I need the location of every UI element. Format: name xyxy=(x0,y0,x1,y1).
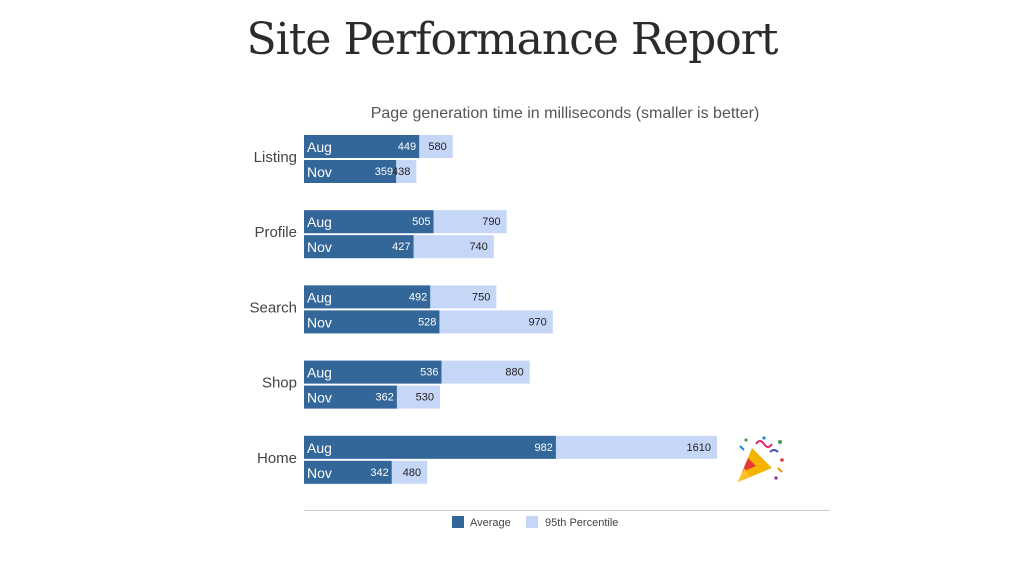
category-label: Profile xyxy=(254,224,297,241)
average-value-label: 362 xyxy=(375,392,393,404)
chart-title: Page generation time in milliseconds (sm… xyxy=(371,105,760,122)
category-label: Listing xyxy=(254,149,297,166)
average-value-label: 449 xyxy=(398,141,416,153)
percentile-value-label: 438 xyxy=(392,166,410,178)
bar-average xyxy=(304,235,414,259)
bar-average xyxy=(304,310,440,334)
category-label: Home xyxy=(257,450,297,467)
category-label: Shop xyxy=(262,375,297,392)
percentile-value-label: 970 xyxy=(528,316,546,328)
percentile-value-label: 530 xyxy=(416,392,434,404)
average-value-label: 492 xyxy=(409,291,427,303)
average-value-label: 342 xyxy=(370,467,388,479)
slide-title: Site Performance Report xyxy=(246,14,779,65)
period-label: Aug xyxy=(307,214,332,230)
bar-average xyxy=(304,435,556,459)
bar-average xyxy=(304,460,392,484)
bar-average xyxy=(304,160,397,183)
percentile-value-label: 740 xyxy=(469,241,487,253)
period-label: Aug xyxy=(307,440,332,456)
bar-average xyxy=(304,210,434,234)
bar-average xyxy=(304,360,442,384)
average-value-label: 359 xyxy=(375,166,393,178)
period-label: Aug xyxy=(307,365,332,381)
period-label: Nov xyxy=(307,239,332,255)
percentile-value-label: 1610 xyxy=(686,442,710,454)
average-value-label: 528 xyxy=(418,316,436,328)
bar-average xyxy=(304,385,397,409)
percentile-value-label: 750 xyxy=(472,291,490,303)
category-label: Search xyxy=(249,299,297,316)
period-label: Nov xyxy=(307,465,332,481)
average-value-label: 982 xyxy=(535,442,553,454)
period-label: Nov xyxy=(307,390,332,406)
percentile-value-label: 580 xyxy=(428,141,446,153)
percentile-value-label: 480 xyxy=(403,467,421,479)
legend-swatch-average xyxy=(452,516,464,528)
legend-label-average: Average xyxy=(470,517,511,529)
bar-average xyxy=(304,135,420,158)
period-label: Nov xyxy=(307,164,332,180)
average-value-label: 536 xyxy=(420,367,438,379)
party-popper-icon xyxy=(738,436,784,482)
percentile-value-label: 880 xyxy=(505,367,523,379)
period-label: Aug xyxy=(307,139,332,155)
legend-label-95th-percentile: 95th Percentile xyxy=(545,517,618,529)
period-label: Nov xyxy=(307,314,332,330)
bar-average xyxy=(304,285,431,309)
average-value-label: 427 xyxy=(392,241,410,253)
percentile-value-label: 790 xyxy=(482,216,500,228)
legend-swatch-95th-percentile xyxy=(526,516,538,528)
average-value-label: 505 xyxy=(412,216,430,228)
period-label: Aug xyxy=(307,289,332,305)
